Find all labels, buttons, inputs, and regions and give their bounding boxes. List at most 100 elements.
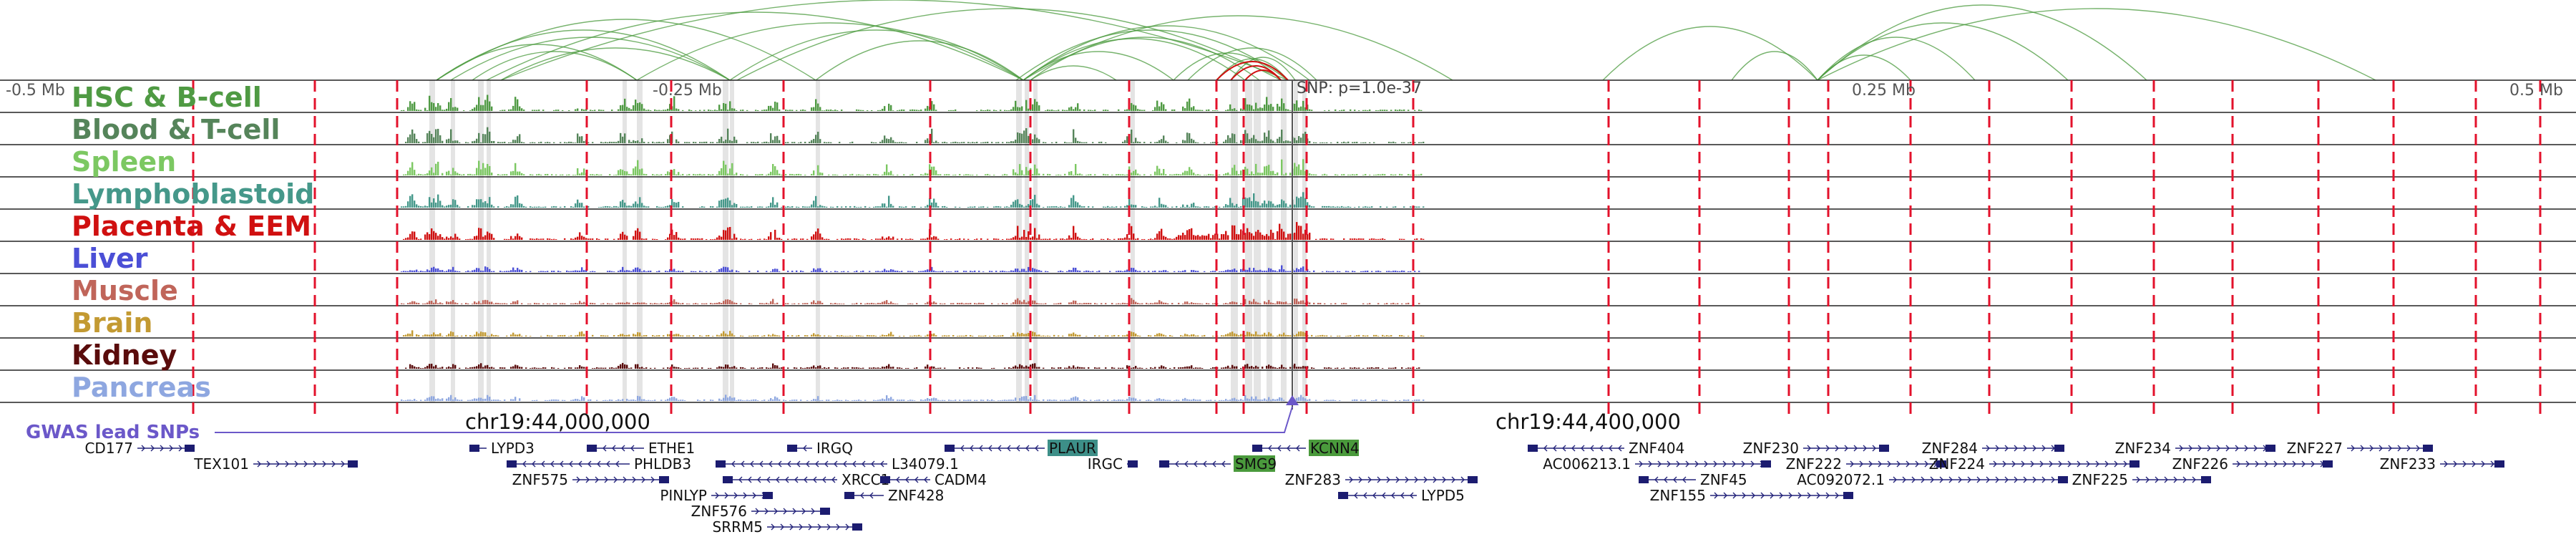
signal-bar: [856, 207, 858, 208]
signal-bar: [1073, 365, 1075, 369]
signal-bar: [1023, 334, 1025, 337]
signal-bar: [673, 235, 675, 240]
signal-bar: [1176, 142, 1178, 143]
signal-bar: [770, 335, 772, 337]
signal-bar: [974, 239, 976, 240]
signal-bar: [1105, 174, 1107, 175]
signal-bar: [815, 231, 817, 240]
signal-bar: [530, 368, 532, 369]
signal-bar: [1339, 206, 1341, 208]
signal-bar: [1150, 238, 1152, 240]
strand-arrow: [1825, 492, 1830, 499]
signal-bar: [536, 110, 538, 111]
strand-arrow: [1414, 476, 1418, 483]
signal-bar: [1079, 141, 1081, 143]
signal-bar: [997, 142, 1000, 143]
signal-bar: [763, 142, 766, 143]
signal-bar: [540, 141, 542, 143]
signal-bar: [1328, 400, 1330, 401]
signal-bar: [1088, 302, 1090, 304]
signal-bar: [1040, 271, 1043, 272]
signal-bar: [1392, 367, 1395, 369]
signal-bar: [856, 302, 858, 304]
signal-bar: [510, 109, 512, 111]
signal-bar: [478, 364, 480, 369]
signal-bar: [521, 142, 523, 143]
signal-bar: [686, 335, 688, 337]
signal-bar: [1171, 335, 1174, 337]
signal-bar: [766, 271, 768, 272]
signal-bar: [499, 400, 502, 401]
signal-bar: [536, 367, 538, 369]
signal-bar: [630, 271, 633, 272]
strand-arrow: [831, 476, 836, 483]
signal-bar: [598, 238, 600, 240]
signal-bar: [583, 109, 585, 111]
signal-bar: [1204, 206, 1206, 208]
signal-bar: [1244, 334, 1246, 337]
signal-bar: [1294, 299, 1296, 304]
signal-bar: [426, 269, 429, 272]
signal-bar: [1154, 238, 1156, 240]
strand-arrow: [2197, 445, 2202, 452]
signal-bar: [1077, 367, 1079, 369]
signal-bar: [1186, 366, 1189, 369]
signal-bar: [1384, 110, 1386, 111]
strand-arrow: [757, 476, 761, 483]
signal-bar: [699, 400, 701, 401]
signal-bar: [635, 364, 637, 369]
signal-bar: [809, 206, 811, 208]
strand-arrow: [1372, 492, 1377, 499]
signal-bar: [1281, 364, 1283, 369]
signal-bar: [1322, 271, 1324, 272]
signal-bar: [678, 271, 680, 272]
strand-arrow: [1915, 460, 1919, 468]
signal-bar: [1199, 399, 1201, 401]
signal-bar: [1058, 271, 1060, 272]
signal-bar: [459, 238, 461, 240]
signal-bar: [480, 270, 482, 272]
signal-bar: [1401, 110, 1403, 111]
signal-bar: [600, 142, 602, 143]
strand-arrow: [2123, 460, 2127, 468]
signal-bar: [1283, 103, 1285, 111]
signal-bar: [482, 399, 484, 401]
signal-bar: [1309, 271, 1311, 272]
signal-bar: [768, 173, 770, 175]
signal-bar: [504, 238, 506, 240]
signal-bar: [1174, 271, 1176, 272]
signal-bar: [763, 335, 766, 337]
signal-bar: [637, 332, 639, 337]
signal-bar: [656, 174, 658, 175]
gene-ac006213-1: AC006213.1: [1543, 455, 1771, 473]
signal-bar: [1272, 335, 1274, 337]
signal-bar: [963, 368, 965, 369]
signal-bar: [637, 140, 639, 143]
signal-bar: [1380, 238, 1382, 240]
signal-bar: [1131, 129, 1133, 143]
signal-bar: [618, 206, 620, 208]
signal-bar: [890, 397, 892, 401]
signal-bar: [1324, 367, 1326, 369]
signal-bar: [431, 334, 433, 337]
signal-bar: [1156, 302, 1158, 304]
signal-bar: [633, 140, 635, 143]
signal-bar: [1008, 207, 1010, 208]
signal-bar: [862, 110, 864, 111]
signal-bar: [1395, 271, 1397, 272]
signal-bar: [890, 170, 892, 175]
signal-bar: [944, 174, 946, 175]
signal-bar: [710, 303, 712, 304]
signal-bar: [489, 336, 491, 337]
signal-bar: [712, 206, 714, 208]
signal-bar: [673, 96, 675, 111]
strand-arrow: [612, 445, 616, 452]
signal-bar: [534, 142, 536, 143]
signal-bar: [1345, 336, 1347, 337]
signal-bar: [836, 400, 839, 401]
signal-bar: [633, 334, 635, 337]
strand-arrow: [1722, 460, 1727, 468]
signal-bar: [409, 134, 411, 143]
gene-cd177: CD177: [84, 440, 195, 457]
